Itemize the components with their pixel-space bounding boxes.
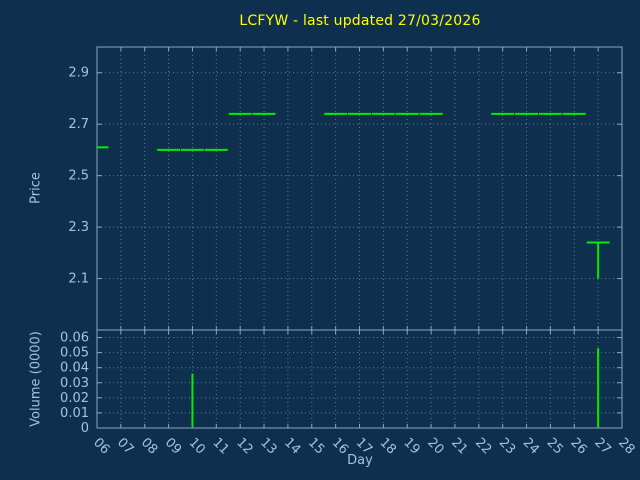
x-axis-label: Day <box>347 453 373 468</box>
svg-text:2.3: 2.3 <box>68 220 89 235</box>
svg-text:24: 24 <box>520 435 542 457</box>
svg-text:0.01: 0.01 <box>60 406 89 421</box>
svg-text:10: 10 <box>186 435 208 457</box>
svg-text:0.02: 0.02 <box>60 391 89 406</box>
svg-text:19: 19 <box>400 435 422 457</box>
svg-text:09: 09 <box>162 435 184 457</box>
svg-text:21: 21 <box>448 435 470 457</box>
svg-text:2.7: 2.7 <box>68 117 89 132</box>
svg-text:2.5: 2.5 <box>68 169 89 184</box>
svg-text:11: 11 <box>209 435 231 457</box>
svg-text:07: 07 <box>114 435 136 457</box>
svg-text:15: 15 <box>305 435 327 457</box>
svg-text:27: 27 <box>591 435 613 457</box>
svg-text:14: 14 <box>281 435 303 457</box>
svg-text:0.03: 0.03 <box>60 376 89 391</box>
svg-text:17: 17 <box>353 435 375 457</box>
svg-text:06: 06 <box>90 435 112 457</box>
svg-text:20: 20 <box>424 435 446 457</box>
svg-text:28: 28 <box>615 435 637 457</box>
svg-text:22: 22 <box>472 435 494 457</box>
svg-text:0: 0 <box>81 421 89 436</box>
svg-text:0.06: 0.06 <box>60 331 89 346</box>
svg-text:13: 13 <box>257 435 279 457</box>
svg-text:0.04: 0.04 <box>60 361 89 376</box>
svg-text:12: 12 <box>233 435 255 457</box>
svg-text:18: 18 <box>377 435 399 457</box>
svg-text:08: 08 <box>138 435 160 457</box>
chart-title: LCFYW - last updated 27/03/2026 <box>239 13 481 29</box>
svg-text:23: 23 <box>496 435 518 457</box>
svg-text:16: 16 <box>329 435 351 457</box>
svg-text:26: 26 <box>567 435 589 457</box>
svg-text:2.9: 2.9 <box>68 66 89 81</box>
svg-text:2.1: 2.1 <box>68 272 89 287</box>
svg-text:25: 25 <box>544 435 566 457</box>
svg-text:0.05: 0.05 <box>60 346 89 361</box>
